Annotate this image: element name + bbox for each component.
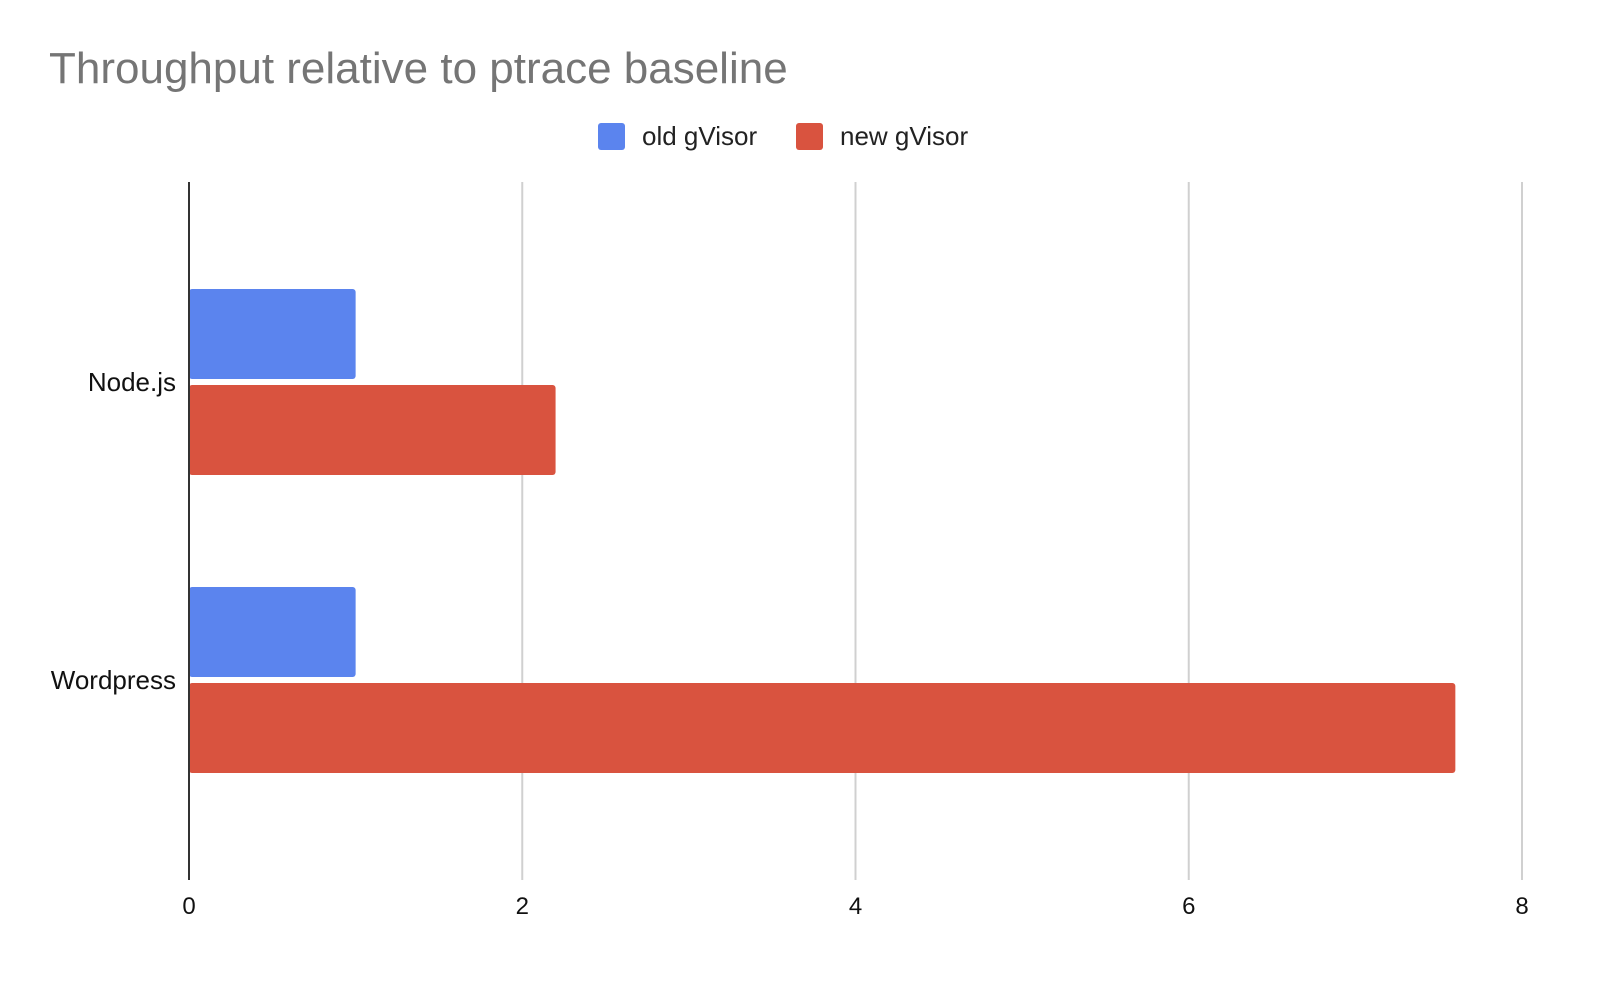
- legend-label: new gVisor: [840, 121, 968, 151]
- x-tick-label: 8: [1515, 893, 1528, 920]
- gridlines: [521, 182, 1523, 880]
- category-label: Node.js: [88, 367, 176, 397]
- bar-node-js-old-gvisor: [189, 289, 356, 379]
- x-tick-label: 6: [1182, 893, 1195, 920]
- bar-wordpress-old-gvisor: [189, 587, 356, 677]
- category-labels: Node.js Wordpress: [51, 367, 176, 695]
- x-tick-label: 0: [182, 893, 195, 920]
- category-label: Wordpress: [51, 665, 176, 695]
- bars: [189, 289, 1456, 773]
- x-tick-label: 4: [849, 893, 862, 920]
- legend-swatch: [796, 123, 823, 150]
- bar-wordpress-new-gvisor: [189, 683, 1456, 773]
- legend-swatch: [598, 123, 625, 150]
- chart-title: Throughput relative to ptrace baseline: [49, 44, 788, 93]
- legend-label: old gVisor: [642, 121, 757, 151]
- legend: old gVisor new gVisor: [598, 121, 968, 151]
- x-tick-label: 2: [516, 893, 529, 920]
- bar-node-js-new-gvisor: [189, 385, 556, 475]
- x-tick-labels: 0 2 4 6 8: [182, 893, 1528, 920]
